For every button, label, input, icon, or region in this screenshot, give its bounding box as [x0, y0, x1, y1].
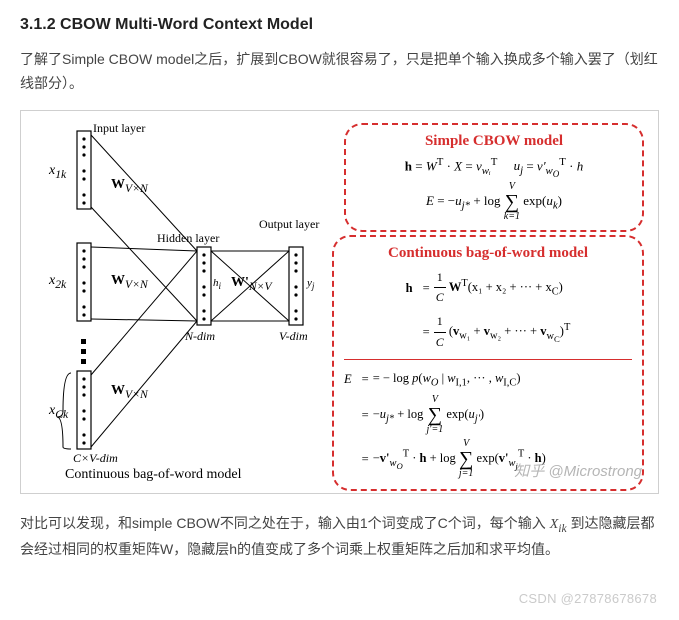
figure-watermark: 知乎 @Microstrong [514, 460, 642, 481]
simple-cbow-eq1: h = WT · X = vwᵢT uj = v'wOT · h [356, 154, 632, 182]
label-output-layer: Output layer [259, 217, 319, 232]
label-x2k: x2k [49, 273, 66, 291]
diagram-caption: Continuous bag-of-word model [65, 467, 242, 483]
network-diagram [27, 117, 357, 487]
label-xCk: xCk [49, 403, 68, 421]
figure-container: Input layer Hidden layer Output layer x1… [20, 110, 659, 494]
cbow-eq-h: h= 1C WT(x₁ + x₂ + ··· + xC) = 1C (vw₁ +… [344, 266, 632, 355]
intro-paragraph: 了解了Simple CBOW model之后，扩展到CBOW就很容易了，只是把单… [20, 48, 659, 96]
label-yj: yj [307, 277, 314, 291]
cbow-box: Continuous bag-of-word model h= 1C WT(x₁… [332, 235, 644, 492]
label-vdim: V-dim [279, 329, 308, 344]
label-W2: WV×N [111, 273, 148, 291]
label-ndim: N-dim [185, 329, 215, 344]
simple-cbow-eq2: E = −uj* + log V∑k=1 exp(uk) [356, 182, 632, 222]
label-hi: hi [213, 277, 221, 291]
label-hidden-layer: Hidden layer [157, 231, 219, 246]
label-x1k: x1k [49, 163, 66, 181]
simple-cbow-box: Simple CBOW model h = WT · X = vwᵢT uj =… [344, 123, 644, 232]
label-input-layer: Input layer [93, 121, 145, 136]
label-cvdim: C×V-dim [73, 451, 118, 466]
simple-cbow-title: Simple CBOW model [356, 133, 632, 150]
label-Wprime: W'N×V [231, 275, 272, 293]
page-watermark: CSDN @27878678678 [519, 591, 657, 606]
section-heading: 3.1.2 CBOW Multi-Word Context Model [20, 16, 659, 34]
label-W1: WV×N [111, 177, 148, 195]
cbow-title: Continuous bag-of-word model [344, 245, 632, 262]
label-W3: WV×N [111, 383, 148, 401]
cbow-divider [344, 359, 632, 360]
outro-paragraph: 对比可以发现，和simple CBOW不同之处在于，输入由1个词变成了C个词，每… [20, 512, 659, 562]
